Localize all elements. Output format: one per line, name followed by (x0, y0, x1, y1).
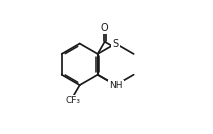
Text: CF₃: CF₃ (66, 96, 81, 105)
Text: O: O (101, 23, 109, 33)
Text: S: S (113, 39, 119, 49)
Text: NH: NH (109, 81, 122, 90)
